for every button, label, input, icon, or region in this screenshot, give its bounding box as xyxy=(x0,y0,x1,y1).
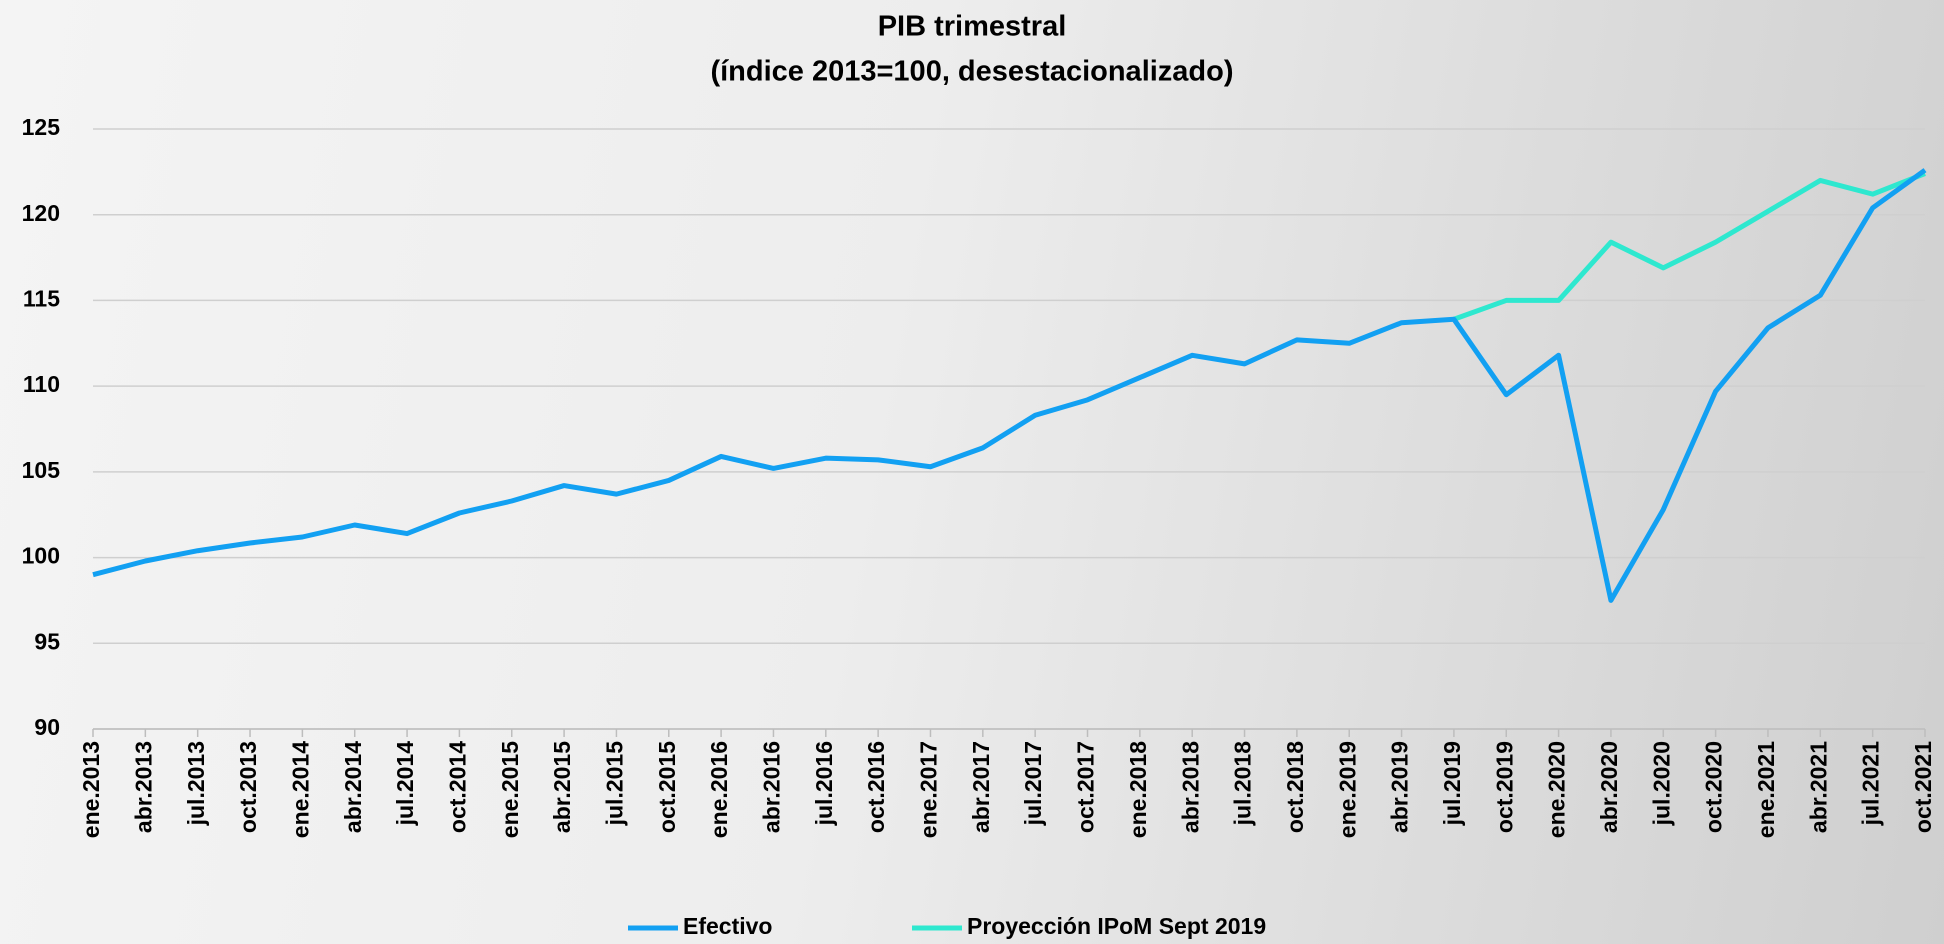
x-tick-label: abr.2017 xyxy=(968,741,994,833)
x-tick-label: oct.2015 xyxy=(654,741,680,833)
x-tick-label: abr.2015 xyxy=(549,741,575,833)
y-tick-label: 95 xyxy=(34,628,60,654)
y-tick-label: 90 xyxy=(34,714,60,740)
x-tick-label: ene.2021 xyxy=(1753,741,1779,838)
legend-label: Proyección IPoM Sept 2019 xyxy=(967,913,1266,939)
series-line xyxy=(93,170,1925,600)
x-tick-label: jul.2015 xyxy=(602,741,628,827)
y-tick-label: 105 xyxy=(22,457,61,483)
x-tick-label: ene.2019 xyxy=(1334,741,1360,838)
x-tick-label: jul.2016 xyxy=(811,741,837,826)
chart-title: PIB trimestral xyxy=(878,11,1067,43)
x-tick-label: ene.2020 xyxy=(1544,741,1570,838)
x-tick-label: abr.2014 xyxy=(340,741,366,833)
x-tick-label: jul.2018 xyxy=(1230,741,1256,827)
x-tick-label: jul.2014 xyxy=(392,741,418,827)
x-tick-label: ene.2018 xyxy=(1125,741,1151,838)
x-tick-label: abr.2016 xyxy=(759,741,785,833)
y-tick-label: 120 xyxy=(22,200,60,226)
x-tick-label: oct.2013 xyxy=(235,741,261,833)
x-tick-label: ene.2016 xyxy=(706,741,732,838)
x-tick-label: ene.2017 xyxy=(916,741,942,838)
x-tick-label: abr.2018 xyxy=(1177,741,1203,833)
y-tick-label: 115 xyxy=(23,286,60,312)
x-tick-label: jul.2021 xyxy=(1858,741,1884,827)
chart: PIB trimestral (índice 2013=100, desesta… xyxy=(0,0,1944,944)
y-tick-label: 100 xyxy=(22,543,60,569)
legend-label: Efectivo xyxy=(683,913,772,939)
chart-subtitle: (índice 2013=100, desestacionalizado) xyxy=(710,56,1233,88)
x-tick-label: ene.2015 xyxy=(497,741,523,838)
x-tick-label: abr.2013 xyxy=(130,741,156,833)
x-tick-label: jul.2013 xyxy=(183,741,209,826)
x-tick-label: oct.2020 xyxy=(1701,741,1727,833)
x-tick-label: oct.2014 xyxy=(444,741,470,833)
y-tick-label: 110 xyxy=(23,371,60,397)
x-tick-label: oct.2019 xyxy=(1491,741,1517,833)
x-tick-label: oct.2016 xyxy=(863,741,889,833)
x-tick-label: abr.2019 xyxy=(1387,741,1413,833)
x-tick-label: abr.2021 xyxy=(1805,741,1831,833)
x-tick-label: oct.2021 xyxy=(1910,741,1936,833)
x-tick-label: jul.2019 xyxy=(1439,741,1465,826)
x-tick-label: ene.2013 xyxy=(78,741,104,838)
series-line xyxy=(1454,174,1925,320)
x-tick-label: oct.2018 xyxy=(1282,741,1308,833)
x-tick-label: jul.2017 xyxy=(1020,741,1046,826)
x-tick-label: ene.2014 xyxy=(287,741,313,838)
x-tick-label: jul.2020 xyxy=(1648,741,1674,826)
x-tick-label: oct.2017 xyxy=(1073,741,1099,833)
x-tick-label: abr.2020 xyxy=(1596,741,1622,833)
y-tick-label: 125 xyxy=(22,114,61,140)
